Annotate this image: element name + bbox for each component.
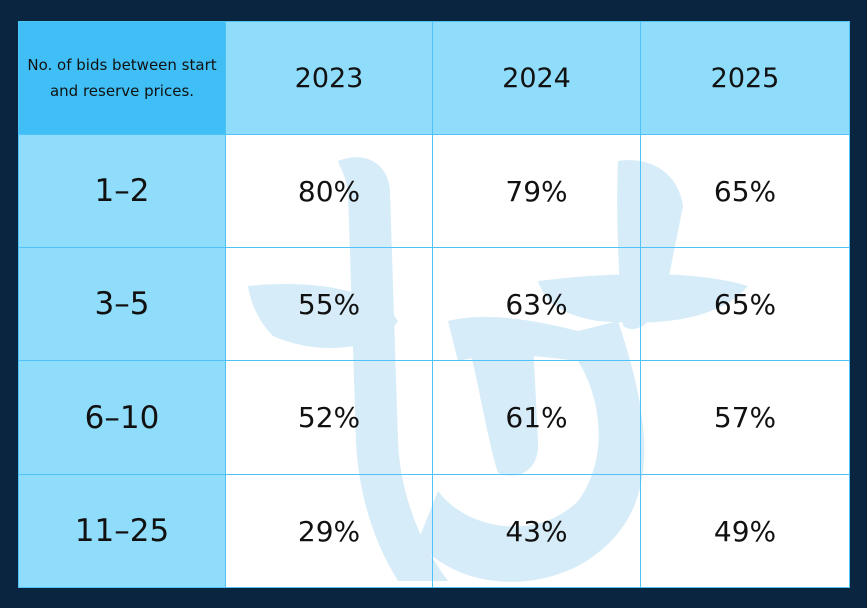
table-cell: 43% [432, 474, 641, 588]
table-cell: 61% [432, 360, 641, 475]
row-header-range: 11–25 [18, 474, 226, 588]
corner-header-label: No. of bids between start and reserve pr… [18, 21, 226, 135]
table-row: 11–25 29% 43% 49% [18, 474, 850, 588]
table-cell: 79% [432, 134, 641, 248]
table-cell: 65% [640, 134, 850, 248]
table-row: 6–10 52% 61% 57% [18, 360, 850, 475]
table-cell: 55% [225, 247, 433, 361]
header-row: No. of bids between start and reserve pr… [18, 21, 850, 135]
table-cell: 57% [640, 360, 850, 475]
bids-percentage-table: No. of bids between start and reserve pr… [18, 21, 850, 588]
table-cell: 80% [225, 134, 433, 248]
year-header-2025: 2025 [640, 21, 850, 135]
data-table-panel: No. of bids between start and reserve pr… [18, 21, 850, 588]
row-header-range: 1–2 [18, 134, 226, 248]
table-cell: 49% [640, 474, 850, 588]
year-header-2024: 2024 [432, 21, 641, 135]
table-cell: 52% [225, 360, 433, 475]
table-cell: 29% [225, 474, 433, 588]
row-header-range: 6–10 [18, 360, 226, 475]
year-header-2023: 2023 [225, 21, 433, 135]
table-row: 1–2 80% 79% 65% [18, 134, 850, 248]
table-row: 3–5 55% 63% 65% [18, 247, 850, 361]
row-header-range: 3–5 [18, 247, 226, 361]
table-cell: 63% [432, 247, 641, 361]
table-cell: 65% [640, 247, 850, 361]
